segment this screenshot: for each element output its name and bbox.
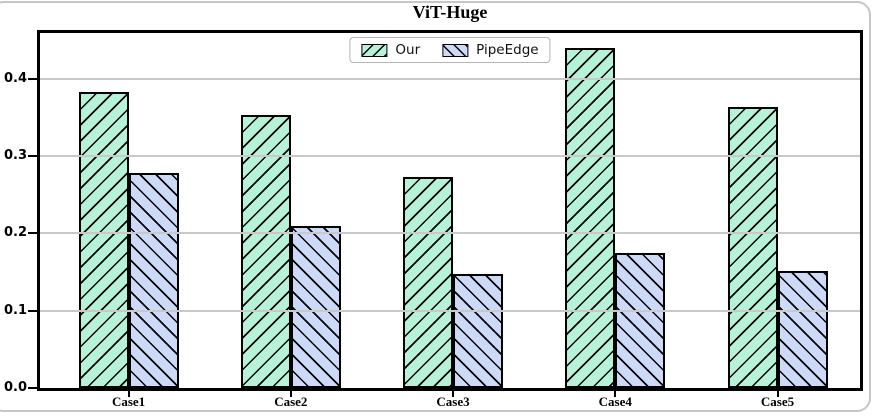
legend-entry-our: Our <box>361 42 420 58</box>
bar-our-case3 <box>403 176 454 388</box>
bar-pipeedge-case4 <box>615 252 666 388</box>
x-tick-label-case3: Case3 <box>436 394 470 409</box>
bar-pipeedge-case2 <box>290 225 341 388</box>
gridline <box>40 154 860 157</box>
y-tick-label: 0.3 <box>3 147 27 163</box>
legend: Our PipeEdge <box>349 37 551 63</box>
legend-entry-pipeedge: PipeEdge <box>442 42 539 58</box>
bar-pipeedge-case5 <box>777 271 828 388</box>
gridline <box>40 232 860 235</box>
x-tick-mark <box>776 391 779 397</box>
bar-pipeedge-case3 <box>453 273 504 388</box>
bar-pipeedge-case1 <box>128 173 179 388</box>
gridline <box>40 77 860 80</box>
x-tick-label-case5: Case5 <box>760 394 795 409</box>
x-tick-label-case4: Case4 <box>598 394 632 409</box>
y-tick-mark <box>28 309 37 312</box>
y-tick-label: 0.2 <box>3 225 27 241</box>
gridline <box>40 309 860 312</box>
y-tick-mark <box>28 154 37 157</box>
x-tick-label-case1: Case1 <box>111 394 146 409</box>
bar-our-case4 <box>565 47 616 388</box>
y-tick-mark <box>28 77 37 80</box>
y-tick-mark <box>28 387 37 389</box>
x-tick-mark <box>127 391 130 397</box>
x-tick-mark <box>614 391 617 397</box>
x-tick-label-case2: Case2 <box>274 394 308 409</box>
legend-swatch-icon <box>442 43 469 57</box>
bar-our-case1 <box>78 91 129 388</box>
legend-label: PipeEdge <box>476 42 539 58</box>
chart-title: ViT-Huge <box>412 2 488 22</box>
x-tick-mark <box>289 391 292 397</box>
y-tick-label: 0.0 <box>3 380 27 395</box>
bar-our-case2 <box>240 114 291 388</box>
plot-area: Our PipeEdge <box>37 30 863 391</box>
y-tick-label: 0.4 <box>3 70 27 86</box>
x-tick-mark <box>452 391 455 397</box>
y-tick-mark <box>28 232 37 235</box>
legend-label: Our <box>395 42 421 58</box>
bar-our-case5 <box>727 107 778 388</box>
legend-swatch-icon <box>361 43 388 57</box>
y-tick-label: 0.1 <box>3 302 27 318</box>
